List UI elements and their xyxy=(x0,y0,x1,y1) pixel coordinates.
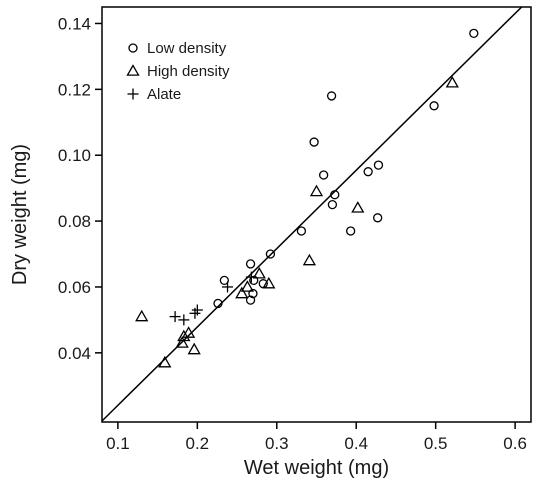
data-point-triangle xyxy=(351,201,365,213)
y-axis-label: Dry weight (mg) xyxy=(9,144,31,285)
regression-line xyxy=(102,7,523,422)
data-point-circle xyxy=(219,275,229,286)
data-point-circle xyxy=(309,137,319,147)
data-point-triangle xyxy=(135,309,149,322)
data-point-triangle xyxy=(175,336,189,348)
data-point-circle xyxy=(373,160,384,170)
data-point-circle xyxy=(318,170,329,180)
data-point-circle xyxy=(363,167,373,177)
series-plus xyxy=(169,271,257,326)
data-point-circle xyxy=(373,213,383,223)
data-point-triangle xyxy=(262,276,276,289)
x-tick-label: 0.2 xyxy=(186,434,210,453)
plot-frame xyxy=(101,6,532,423)
data-point-circle xyxy=(296,226,307,236)
y-tick-label: 0.10 xyxy=(58,146,91,165)
data-point-plus xyxy=(245,271,257,283)
data-point-circle xyxy=(213,298,223,309)
data-point-circle xyxy=(245,295,256,305)
data-point-circle xyxy=(265,249,276,259)
x-tick-label: 0.4 xyxy=(344,434,368,453)
data-point-triangle xyxy=(187,342,201,355)
data-point-triangle xyxy=(158,355,172,368)
data-point-triangle xyxy=(181,326,196,338)
legend-label: Low density xyxy=(147,40,227,57)
data-point-circle xyxy=(327,199,338,210)
y-tick-label: 0.04 xyxy=(58,344,91,363)
data-point-triangle xyxy=(235,286,249,299)
data-point-circle xyxy=(330,190,340,200)
legend-marker-plus xyxy=(127,88,139,100)
legend: Low density High density Alate xyxy=(126,40,230,103)
data-point-triangle xyxy=(240,280,255,292)
x-tick-label: 0.6 xyxy=(503,434,527,453)
data-point-plus xyxy=(222,281,234,293)
x-axis-label: Wet weight (mg) xyxy=(244,457,389,479)
data-point-plus xyxy=(178,314,190,326)
x-tick-label: 0.5 xyxy=(424,434,448,453)
data-point-triangle xyxy=(445,75,459,88)
y-tick-label: 0.14 xyxy=(58,14,91,33)
legend-marker-triangle xyxy=(126,64,140,76)
x-tick-label: 0.3 xyxy=(265,434,289,453)
legend-marker-circle xyxy=(128,43,138,53)
y-tick-label: 0.08 xyxy=(58,212,91,231)
legend-label: Alate xyxy=(147,86,181,103)
data-point-circle xyxy=(429,101,439,111)
x-tick-label: 0.1 xyxy=(106,434,130,453)
data-point-circle xyxy=(326,91,337,101)
data-point-triangle xyxy=(302,253,317,266)
data-point-circle xyxy=(245,259,256,269)
y-tick-label: 0.12 xyxy=(58,80,91,99)
data-point-triangle xyxy=(309,184,324,197)
data-point-plus xyxy=(169,311,181,323)
data-point-circle xyxy=(248,288,258,299)
data-point-circle xyxy=(249,275,259,286)
data-point-plus xyxy=(191,304,203,316)
y-tick-label: 0.06 xyxy=(58,278,91,297)
series-circle xyxy=(213,28,479,309)
data-point-triangle xyxy=(252,266,266,279)
series-triangle xyxy=(135,75,459,368)
legend-label: High density xyxy=(147,63,230,80)
data-point-circle xyxy=(469,28,479,38)
data-point-circle xyxy=(346,226,356,236)
